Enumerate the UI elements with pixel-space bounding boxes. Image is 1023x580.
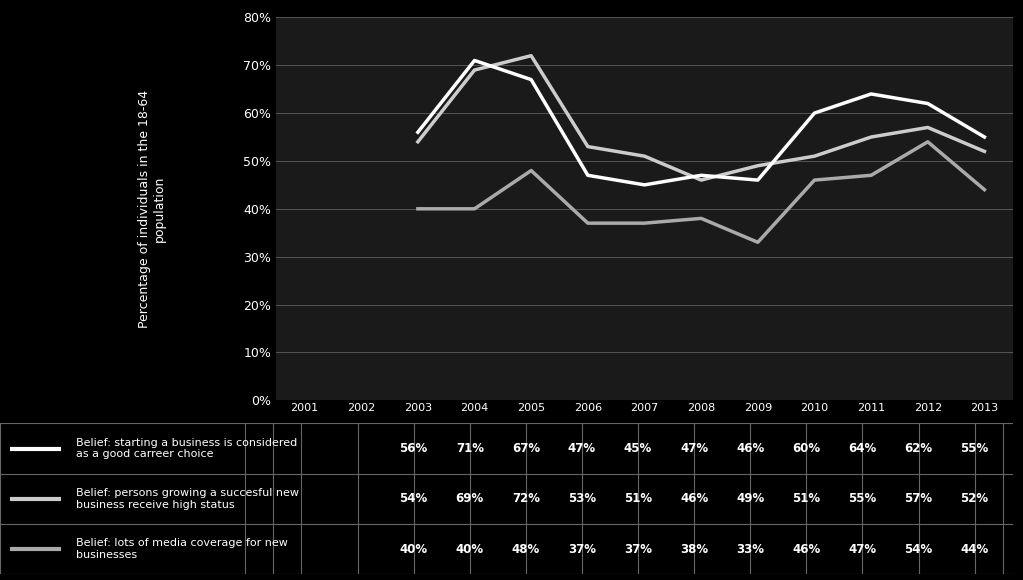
Text: Belief: lots of media coverage for new
businesses: Belief: lots of media coverage for new b… [76, 538, 287, 560]
Text: 51%: 51% [792, 492, 820, 505]
Text: 40%: 40% [400, 542, 428, 556]
Text: 2007: 2007 [630, 403, 659, 413]
Text: 44%: 44% [961, 542, 988, 556]
Text: 2011: 2011 [857, 403, 885, 413]
Text: 54%: 54% [400, 492, 428, 505]
Text: 64%: 64% [848, 442, 877, 455]
Text: 40%: 40% [455, 542, 484, 556]
Text: 51%: 51% [624, 492, 652, 505]
Text: 46%: 46% [792, 542, 820, 556]
Text: 47%: 47% [848, 542, 877, 556]
Text: 2003: 2003 [404, 403, 432, 413]
Text: 55%: 55% [961, 442, 988, 455]
Text: 48%: 48% [512, 542, 540, 556]
Text: 45%: 45% [624, 442, 653, 455]
Text: Belief: starting a business is considered
as a good carreer choice: Belief: starting a business is considere… [76, 438, 298, 459]
Text: 2002: 2002 [347, 403, 375, 413]
Text: 2006: 2006 [574, 403, 602, 413]
Text: 56%: 56% [400, 442, 428, 455]
Text: 2005: 2005 [517, 403, 545, 413]
Text: 60%: 60% [792, 442, 820, 455]
Text: 67%: 67% [512, 442, 540, 455]
Text: 47%: 47% [680, 442, 708, 455]
Text: 46%: 46% [680, 492, 708, 505]
Text: 2001: 2001 [291, 403, 318, 413]
Text: 2008: 2008 [687, 403, 715, 413]
Text: 2009: 2009 [744, 403, 772, 413]
Text: 49%: 49% [737, 492, 764, 505]
Text: 47%: 47% [568, 442, 596, 455]
Text: 2004: 2004 [460, 403, 489, 413]
Text: 69%: 69% [455, 492, 484, 505]
Text: 37%: 37% [568, 542, 596, 556]
Text: 57%: 57% [904, 492, 933, 505]
Text: 46%: 46% [737, 442, 764, 455]
Text: 52%: 52% [961, 492, 988, 505]
Text: Percentage of individuals in the 18-64
population: Percentage of individuals in the 18-64 p… [138, 90, 166, 328]
Text: 2012: 2012 [914, 403, 942, 413]
Text: 38%: 38% [680, 542, 708, 556]
Text: 72%: 72% [512, 492, 540, 505]
Text: 55%: 55% [848, 492, 877, 505]
Text: 53%: 53% [568, 492, 596, 505]
Text: 2010: 2010 [800, 403, 829, 413]
Text: 37%: 37% [624, 542, 652, 556]
Text: 2013: 2013 [971, 403, 998, 413]
Text: 71%: 71% [456, 442, 484, 455]
Text: 62%: 62% [904, 442, 933, 455]
Text: Belief: persons growing a succesful new
business receive high status: Belief: persons growing a succesful new … [76, 488, 299, 510]
Text: 33%: 33% [737, 542, 764, 556]
Text: 54%: 54% [904, 542, 933, 556]
